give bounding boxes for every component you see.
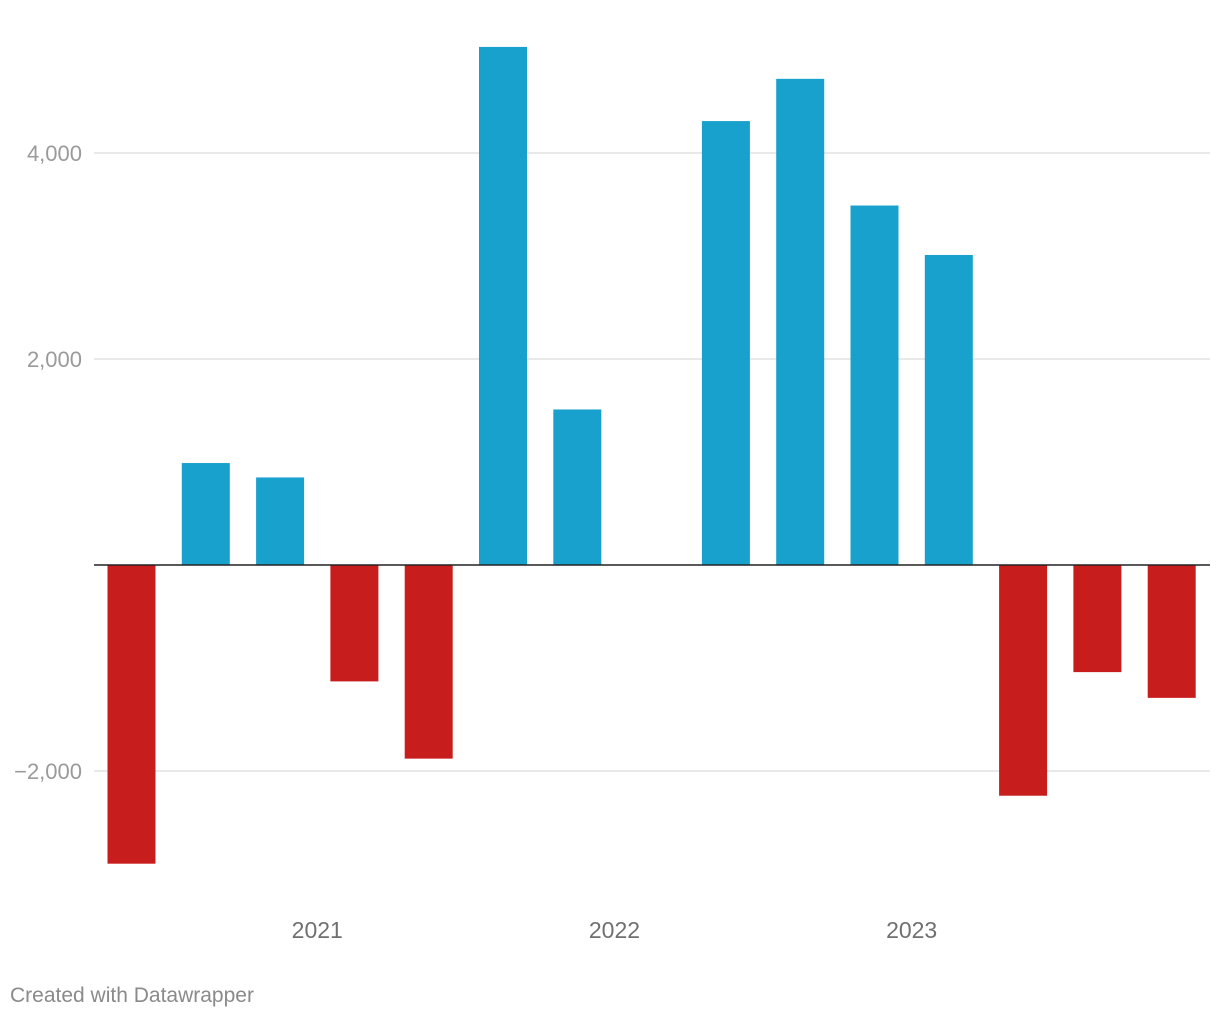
bar-2023-q2: [999, 565, 1048, 796]
x-tick-label: 2023: [886, 917, 937, 943]
bar-2022-q3: [776, 78, 825, 565]
y-tick-label: −2,000: [14, 759, 82, 784]
datawrapper-credit: Created with Datawrapper: [10, 984, 254, 1007]
bar-2021-q4: [553, 409, 602, 565]
bar-2023-q4: [1147, 565, 1196, 698]
y-tick-label: 4,000: [27, 141, 82, 166]
y-tick-label: 2,000: [27, 347, 82, 372]
bar-2021-q1: [330, 565, 379, 682]
bar-2021-q2: [404, 565, 453, 759]
bar-2023-q3: [1073, 565, 1122, 673]
bar-2020-q2: [107, 565, 156, 864]
bar-2022-q4: [850, 205, 899, 565]
x-tick-label: 2022: [589, 917, 640, 943]
bar-2023-q1: [924, 254, 973, 565]
bar-2020-q3: [181, 463, 230, 565]
bar-2021-q3: [479, 46, 527, 566]
bar-2020-q4: [256, 477, 305, 565]
x-tick-label: 2021: [292, 917, 343, 943]
bar-2022-q2: [701, 121, 750, 565]
